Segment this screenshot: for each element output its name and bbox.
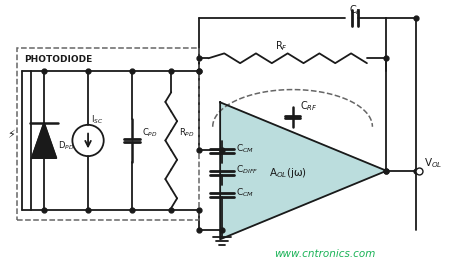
Text: A$_{OL}$(jω): A$_{OL}$(jω): [269, 166, 307, 180]
Text: D$_{PD}$: D$_{PD}$: [58, 139, 74, 152]
Text: C$_{CM}$: C$_{CM}$: [236, 186, 254, 199]
Text: R$_{PD}$: R$_{PD}$: [179, 126, 195, 139]
Text: C$_{PD}$: C$_{PD}$: [142, 126, 158, 139]
Text: C$_{RF}$: C$_{RF}$: [301, 99, 318, 113]
Text: V$_{OL}$: V$_{OL}$: [424, 156, 442, 170]
Text: R$_F$: R$_F$: [275, 39, 288, 53]
Text: C$_F$: C$_F$: [349, 3, 362, 17]
Polygon shape: [32, 123, 56, 158]
Text: C$_{DIFF}$: C$_{DIFF}$: [236, 164, 258, 176]
Text: PHOTODIODE: PHOTODIODE: [25, 55, 93, 64]
Text: www.cntronics.com: www.cntronics.com: [274, 249, 375, 259]
Text: ⚡: ⚡: [7, 131, 15, 141]
Polygon shape: [220, 102, 386, 239]
Bar: [17, 48, 198, 220]
Text: C$_{CM}$: C$_{CM}$: [236, 142, 254, 155]
Text: I$_{SC}$: I$_{SC}$: [91, 114, 104, 126]
